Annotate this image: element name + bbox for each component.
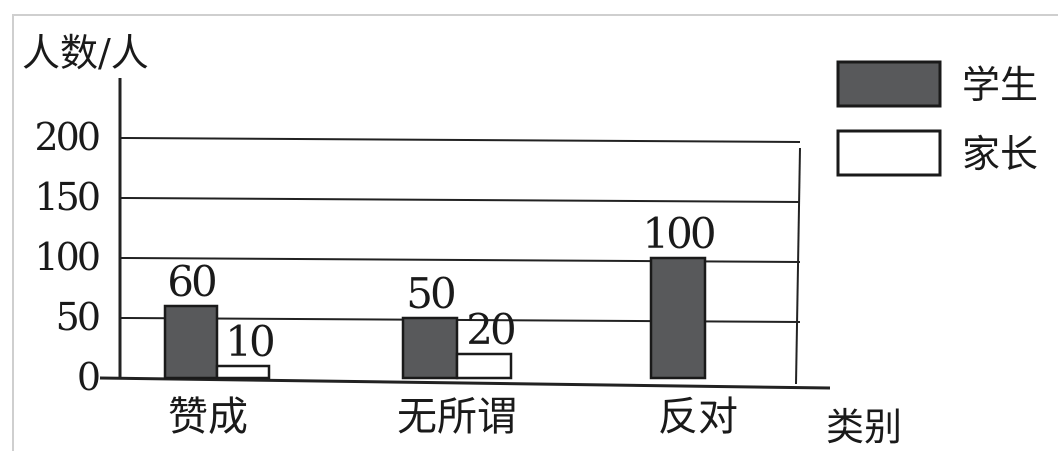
x-category-label: 反对 bbox=[658, 394, 738, 440]
x-axis-line bbox=[99, 376, 831, 390]
data-label: 20 bbox=[466, 305, 514, 354]
bars bbox=[163, 256, 707, 380]
data-label: 10 bbox=[225, 317, 273, 366]
bar-parent bbox=[215, 364, 271, 380]
x-category-label: 赞成 bbox=[168, 394, 248, 440]
frame-border bbox=[12, 14, 1058, 451]
y-tick-label: 50 bbox=[56, 295, 99, 339]
y-tick-labels: 0 50 100 150 200 bbox=[34, 115, 101, 399]
data-label: 100 bbox=[642, 209, 713, 258]
legend-swatch-parent bbox=[836, 129, 942, 177]
y-tick-label: 150 bbox=[34, 175, 98, 219]
y-tick-label: 100 bbox=[34, 235, 98, 279]
data-label: 60 bbox=[167, 257, 215, 306]
x-category-labels: 赞成 无所谓 反对 bbox=[168, 394, 738, 440]
data-label: 50 bbox=[406, 269, 454, 318]
legend-label-parent: 家长 bbox=[962, 132, 1038, 176]
y-tick-label: 200 bbox=[34, 115, 98, 159]
legend-swatch-student bbox=[836, 60, 942, 108]
y-axis-title: 人数/人 bbox=[22, 31, 149, 75]
x-axis-title: 类别 bbox=[826, 405, 902, 449]
plot-right-border bbox=[795, 147, 801, 385]
gridline bbox=[119, 197, 801, 203]
legend: 学生 家长 bbox=[836, 60, 1038, 177]
y-tick-label: 0 bbox=[77, 355, 99, 399]
bar-parent bbox=[455, 352, 513, 380]
legend-label-student: 学生 bbox=[962, 63, 1038, 107]
gridline bbox=[119, 137, 801, 143]
x-category-label: 无所谓 bbox=[397, 394, 517, 440]
bar-student bbox=[649, 256, 707, 380]
bar-student bbox=[401, 316, 459, 380]
axes bbox=[99, 78, 831, 390]
bar-student bbox=[163, 304, 219, 380]
